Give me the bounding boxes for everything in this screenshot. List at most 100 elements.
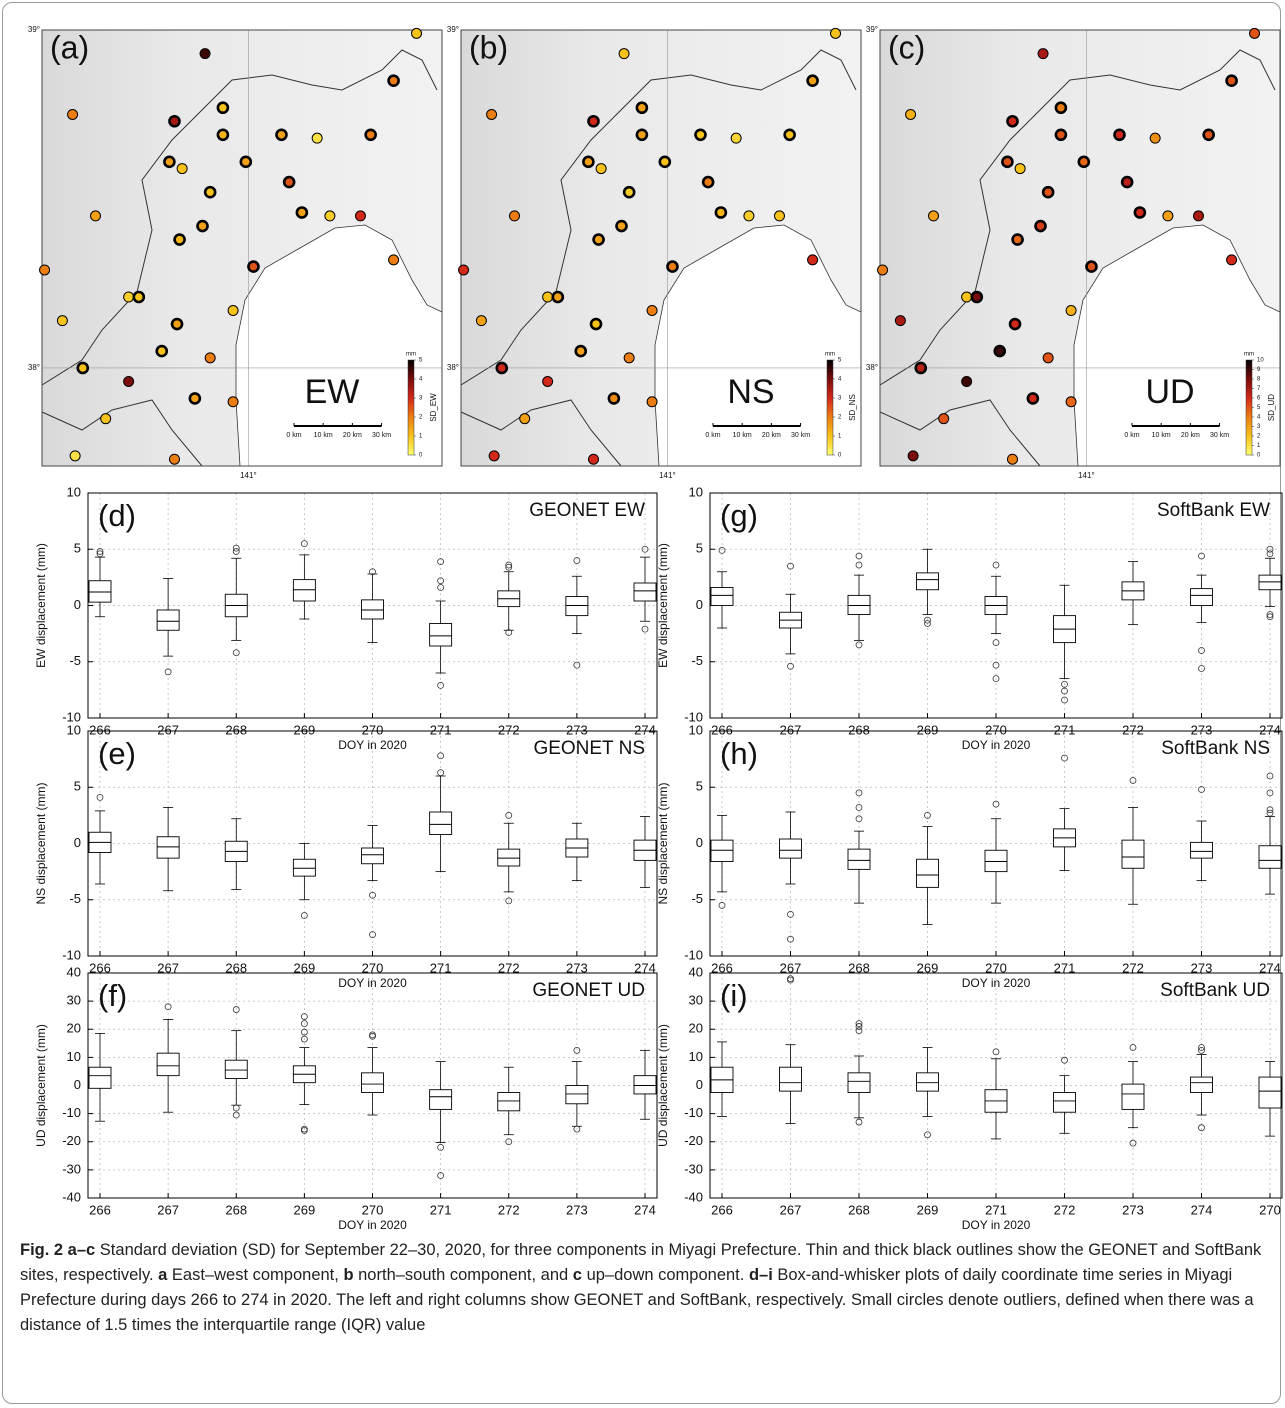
x-tick-label: 267: [157, 1202, 179, 1217]
softbank-site: [583, 157, 593, 167]
y-tick-label: 0: [74, 835, 81, 850]
softbank-site: [609, 393, 619, 403]
box: [89, 1067, 111, 1088]
colorbar-label: SD_NS: [848, 394, 857, 421]
scale-label: 10 km: [314, 432, 333, 439]
softbank-site: [588, 116, 598, 126]
x-tick-label: 269: [294, 1202, 316, 1217]
x-tick-label: 273: [1122, 1202, 1144, 1217]
softbank-site: [1007, 116, 1017, 126]
colorbar-unit: mm: [825, 352, 835, 358]
panel-label: (d): [98, 498, 136, 533]
geonet-site: [312, 133, 322, 143]
colorbar-label: SD_EW: [429, 393, 438, 422]
map-panel: 39°38°141°(a)EWmmSD_EW0123450 km10 km20 …: [28, 25, 442, 480]
box-chart: -10-50510266267268269270271272273274(h)S…: [656, 722, 1282, 990]
y-tick-label: 30: [67, 993, 81, 1008]
terrain: [42, 30, 442, 466]
box: [1259, 846, 1281, 869]
y-tick-label: -10: [684, 1105, 703, 1120]
box: [1122, 840, 1144, 868]
x-tick-label: 267: [157, 722, 179, 737]
caption-label: Fig. 2: [20, 1241, 63, 1259]
box: [225, 1060, 247, 1078]
softbank-site: [190, 393, 200, 403]
softbank-site: [716, 208, 726, 218]
box: [362, 848, 384, 864]
softbank-site: [1086, 262, 1096, 272]
geonet-site: [57, 316, 67, 326]
x-tick-label: 274: [634, 1202, 656, 1217]
colorbar: [1246, 360, 1252, 455]
geonet-site: [1227, 255, 1237, 265]
box: [1191, 589, 1213, 606]
geonet-site: [520, 414, 530, 424]
geonet-site: [962, 377, 972, 387]
softbank-site: [972, 292, 982, 302]
box: [711, 588, 733, 606]
caption-text: b: [343, 1266, 353, 1284]
geonet-site: [939, 414, 949, 424]
caption: Fig. 2 a–c Standard deviation (SD) for S…: [20, 1238, 1265, 1338]
x-tick-label: 272: [498, 1202, 520, 1217]
outlier: [233, 1112, 239, 1118]
scale-label: 30 km: [372, 432, 391, 439]
softbank-site: [1056, 130, 1066, 140]
geonet-site: [647, 306, 657, 316]
y-tick-label: -10: [684, 947, 703, 962]
y-tick-label: -20: [62, 1133, 81, 1148]
y-axis-label: UD displacement (mm): [656, 1024, 670, 1147]
softbank-site: [1079, 157, 1089, 167]
lon-label: 141°: [659, 471, 676, 480]
box: [430, 812, 452, 835]
x-tick-label: 268: [225, 1202, 247, 1217]
scale-label: 20 km: [343, 432, 362, 439]
geonet-site: [1038, 49, 1048, 59]
geonet-site: [647, 397, 657, 407]
panel-label: (a): [50, 29, 89, 65]
box: [1191, 842, 1213, 858]
terrain: [461, 30, 861, 466]
softbank-site: [78, 363, 88, 373]
chart-title: SoftBank EW: [1157, 500, 1270, 521]
box: [566, 597, 588, 616]
softbank-site: [276, 130, 286, 140]
x-tick-label: 274: [634, 722, 656, 737]
lat-label: 38°: [28, 363, 40, 372]
geonet-site: [1250, 28, 1260, 38]
geonet-site: [355, 211, 365, 221]
x-tick-label: 266: [89, 1202, 111, 1217]
box: [430, 1090, 452, 1110]
panel-label: (g): [720, 498, 758, 533]
colorbar-label: SD_UD: [1267, 394, 1276, 421]
y-tick-label: -5: [69, 653, 81, 668]
lat-label: 39°: [28, 25, 40, 34]
y-axis-label: NS displacement (mm): [34, 782, 48, 904]
geonet-site: [962, 292, 972, 302]
y-tick-label: 0: [74, 597, 81, 612]
caption-text: north–south component, and: [354, 1266, 573, 1284]
x-tick-label: 268: [848, 1202, 870, 1217]
y-axis-label: NS displacement (mm): [656, 782, 670, 904]
y-tick-label: -30: [684, 1161, 703, 1176]
y-tick-label: 20: [67, 1021, 81, 1036]
y-tick-label: -10: [62, 1105, 81, 1120]
x-tick-label: 270: [985, 722, 1007, 737]
x-tick-label: 272: [1122, 722, 1144, 737]
softbank-site: [1002, 157, 1012, 167]
geonet-site: [808, 255, 818, 265]
panel-label: (f): [98, 978, 127, 1013]
x-tick-label: 272: [498, 722, 520, 737]
geonet-site: [1066, 397, 1076, 407]
x-tick-label: 268: [848, 722, 870, 737]
geonet-site: [228, 397, 238, 407]
geonet-site: [731, 133, 741, 143]
softbank-site: [497, 363, 507, 373]
colorbar-unit: mm: [1244, 352, 1254, 358]
y-tick-label: 5: [696, 541, 703, 556]
x-tick-label: 269: [294, 722, 316, 737]
softbank-site: [667, 262, 677, 272]
softbank-site: [1227, 76, 1237, 86]
geonet-site: [596, 164, 606, 174]
